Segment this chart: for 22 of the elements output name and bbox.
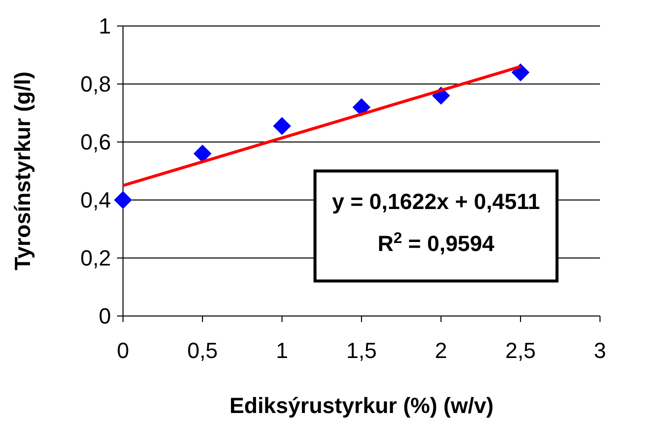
point: [273, 117, 291, 136]
x-tick-label: 2: [434, 338, 448, 363]
x-tick-label: 1,5: [346, 338, 377, 363]
y-tick-label: 0,2: [80, 246, 111, 271]
y-tick-label: 0,4: [80, 188, 111, 213]
x-tick-label: 3: [594, 338, 606, 363]
y-axis-title: Tyrosínstyrkur (g/l): [10, 72, 35, 270]
y-tick-label: 0: [98, 304, 111, 329]
x-tick-label: 0: [116, 338, 130, 363]
y-tick-label: 1: [98, 14, 111, 39]
x-tick-label: 1: [276, 338, 288, 363]
x-axis-title: Ediksýrustyrkur (%) (w/v): [229, 393, 494, 418]
point: [512, 63, 530, 82]
y-tick-label: 0,6: [80, 130, 111, 155]
annotation: R$^{2}$ = 0,9594: [378, 230, 496, 256]
point: [352, 98, 370, 116]
x-tick-label: 0,5: [187, 338, 218, 363]
point: [194, 144, 212, 163]
y-tick-label: 0,8: [80, 72, 111, 97]
point: [114, 191, 132, 209]
x-tick-label: 2,5: [505, 338, 536, 363]
annotation: y = 0,1622x + 0,4511: [332, 189, 540, 214]
